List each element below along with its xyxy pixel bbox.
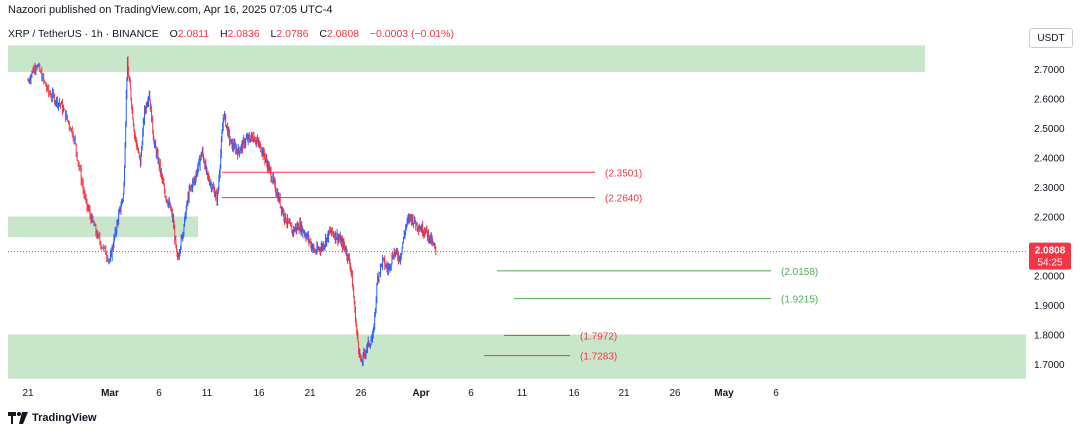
x-tick-1: Mar <box>101 388 119 399</box>
x-tick-12: 26 <box>669 388 681 399</box>
x-tick-7: Apr <box>412 388 429 399</box>
x-tick-11: 21 <box>618 388 630 399</box>
zone-1 <box>8 216 198 238</box>
y-tick-7: 2.0000 <box>1034 272 1065 283</box>
zone-2 <box>8 334 1026 379</box>
level-label-2: (2.0158) <box>781 267 818 278</box>
y-tick-0: 2.7000 <box>1034 65 1065 76</box>
open-label: O <box>169 28 178 40</box>
x-tick-0: 21 <box>22 388 34 399</box>
publisher-line: Nazoori published on TradingView.com, Ap… <box>8 4 333 16</box>
price-tag-value: 2.0808 <box>1035 246 1066 257</box>
currency-button[interactable]: USDT <box>1029 28 1073 48</box>
y-tick-9: 1.8000 <box>1034 331 1065 342</box>
x-tick-2: 6 <box>156 388 162 399</box>
y-tick-3: 2.4000 <box>1034 154 1065 165</box>
price-tag <box>1029 242 1071 270</box>
x-tick-3: 11 <box>202 388 213 399</box>
logo-text: TradingView <box>32 412 97 424</box>
x-tick-9: 11 <box>517 388 528 399</box>
x-tick-8: 6 <box>468 388 474 399</box>
high-label: H <box>219 28 228 40</box>
x-tick-4: 16 <box>253 388 265 399</box>
level-label-0: (2.3501) <box>605 168 642 179</box>
y-tick-1: 2.6000 <box>1034 95 1065 106</box>
open-value: 2.0811 <box>177 28 210 40</box>
x-tick-14: 6 <box>773 388 779 399</box>
level-label-4: (1.7972) <box>580 331 617 342</box>
symbol-name[interactable]: XRP / TetherUS · 1h · BINANCE <box>8 28 159 40</box>
zone-0 <box>8 45 925 72</box>
low-label: L <box>270 28 277 40</box>
x-tick-13: May <box>714 388 734 399</box>
y-tick-4: 2.3000 <box>1034 183 1065 194</box>
x-tick-6: 26 <box>355 388 367 399</box>
high-value: 2.0836 <box>227 28 260 40</box>
price-tag-countdown: 54:25 <box>1037 258 1062 269</box>
tradingview-logo-icon <box>8 412 28 424</box>
y-tick-10: 1.7000 <box>1034 360 1065 371</box>
change-value: −0.0003 (−0.01%) <box>369 28 454 40</box>
level-label-5: (1.7283) <box>580 352 617 363</box>
tradingview-logo: TradingView <box>8 412 97 424</box>
x-tick-5: 21 <box>304 388 316 399</box>
level-label-1: (2.2640) <box>605 194 642 205</box>
close-label: C <box>319 28 327 40</box>
low-value: 2.0786 <box>276 28 309 40</box>
symbol-legend: XRP / TetherUS · 1h · BINANCE O2.0811 H2… <box>8 28 454 40</box>
close-value: 2.0808 <box>326 28 360 40</box>
y-tick-8: 1.9000 <box>1034 301 1065 312</box>
level-label-3: (1.9215) <box>781 295 818 306</box>
y-tick-2: 2.5000 <box>1034 124 1065 135</box>
x-tick-10: 16 <box>568 388 580 399</box>
y-tick-5: 2.2000 <box>1034 213 1065 224</box>
